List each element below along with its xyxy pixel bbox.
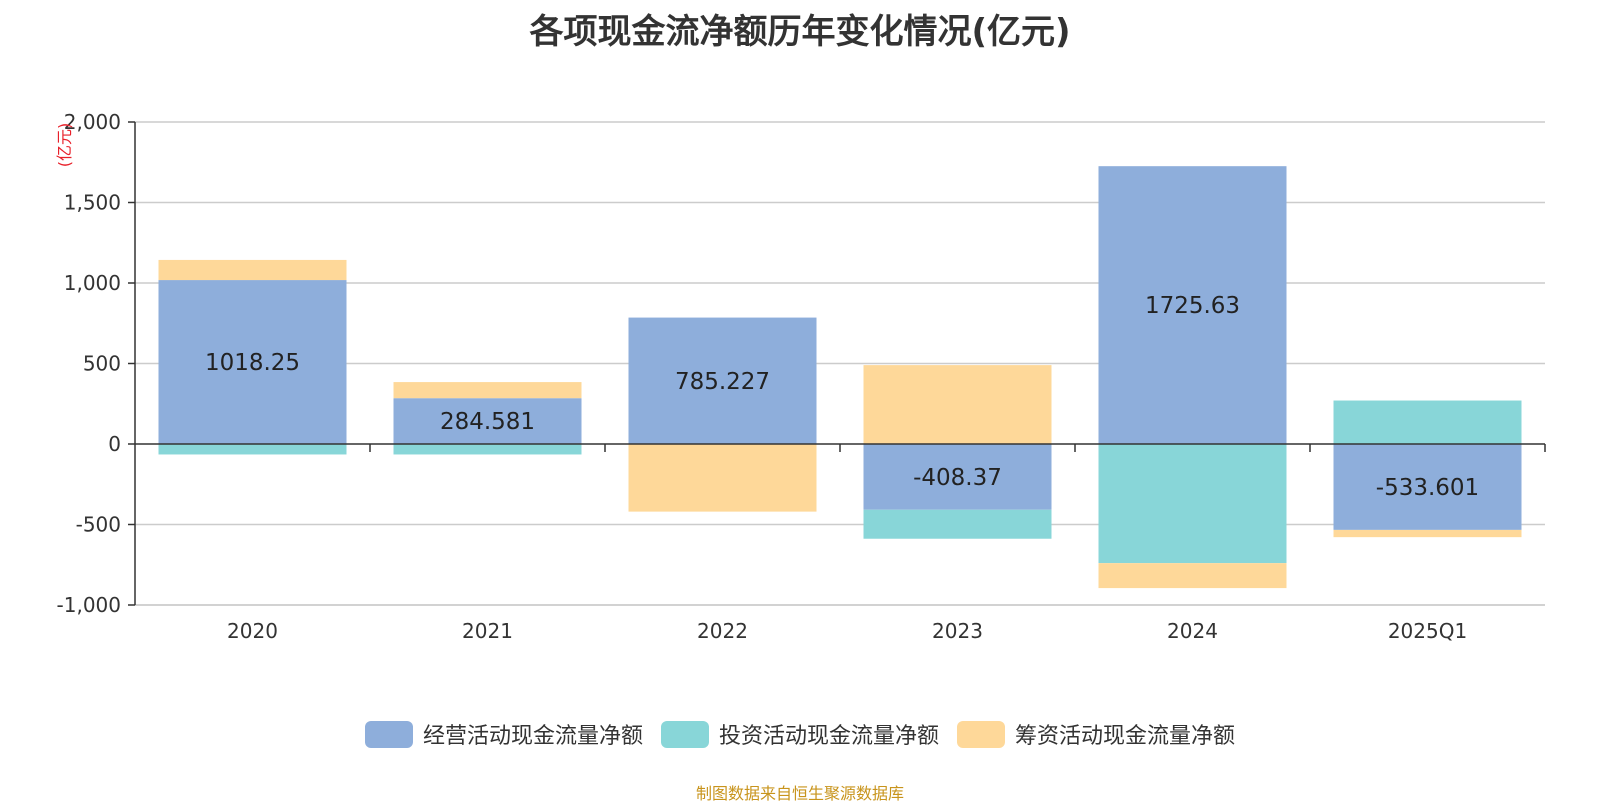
data-label: -408.37 — [913, 465, 1002, 491]
source-note: 制图数据来自恒生聚源数据库 — [695, 784, 904, 803]
data-label: 284.581 — [440, 409, 535, 435]
y-tick-label: 500 — [83, 352, 121, 376]
legend: 经营活动现金流量净额 投资活动现金流量净额 筹资活动现金流量净额 — [0, 718, 1600, 750]
data-label: 785.227 — [675, 369, 770, 395]
legend-swatch-operating — [364, 720, 413, 748]
y-tick-label: -500 — [76, 513, 121, 537]
y-tick-label: 2,000 — [64, 110, 121, 134]
y-tick-label: 1,000 — [64, 271, 121, 295]
bar-segment[interactable] — [393, 398, 582, 444]
legend-swatch-investing — [660, 720, 709, 748]
grid-layer — [135, 121, 1545, 606]
bar-segment[interactable] — [863, 509, 1052, 539]
bar-segment[interactable] — [863, 444, 1052, 510]
legend-label-financing: 筹资活动现金流量净额 — [1015, 724, 1236, 749]
bar-segment[interactable] — [158, 444, 347, 455]
bar-segment[interactable] — [1098, 166, 1287, 444]
x-tick-label: 2020 — [227, 619, 278, 643]
data-label: -533.601 — [1376, 475, 1479, 501]
data-label: 1725.63 — [1145, 293, 1240, 319]
bar-segment[interactable] — [1333, 529, 1522, 538]
bar-segment[interactable] — [628, 317, 817, 444]
y-tick-label: -1,000 — [57, 593, 121, 617]
bar-segment[interactable] — [158, 259, 347, 281]
bar-segment[interactable] — [1333, 444, 1522, 530]
bar-segment[interactable] — [158, 280, 347, 444]
legend-swatch-financing — [957, 720, 1005, 748]
label-layer: 1018.25 284.581 785.227 -408.37 1725.63 -533.… — [205, 293, 1479, 501]
bar-segment[interactable] — [1333, 400, 1522, 444]
x-tick-label: 2021 — [462, 619, 513, 643]
legend-item-investing[interactable]: 投资活动现金流量净额 — [660, 718, 939, 750]
axis-layer: 2,000 1,500 1,000 500 0 -500 -1,000 2020 2021 202… — [57, 110, 1546, 643]
y-tick-label: 0 — [108, 432, 121, 456]
x-tick-label: 2024 — [1167, 619, 1218, 643]
bar-segment[interactable] — [393, 382, 582, 399]
x-tick-label: 2022 — [697, 619, 748, 643]
bar-layer — [158, 166, 1522, 589]
bar-segment[interactable] — [863, 365, 1052, 444]
bar-segment[interactable] — [628, 444, 817, 512]
data-label: 1018.25 — [205, 350, 300, 376]
bar-segment[interactable] — [393, 444, 582, 455]
chart-title: 各项现金流净额历年变化情况(亿元) — [529, 12, 1071, 52]
bar-segment[interactable] — [1098, 563, 1287, 589]
bar-segment[interactable] — [1098, 444, 1287, 564]
legend-label-investing: 投资活动现金流量净额 — [718, 724, 939, 749]
legend-item-operating[interactable]: 经营活动现金流量净额 — [364, 718, 643, 750]
x-tick-label: 2025Q1 — [1388, 619, 1467, 643]
legend-label-operating: 经营活动现金流量净额 — [422, 724, 643, 749]
x-tick-label: 2023 — [932, 619, 983, 643]
y-tick-label: 1,500 — [64, 191, 121, 215]
legend-item-financing[interactable]: 筹资活动现金流量净额 — [957, 718, 1235, 750]
y-axis-unit: (亿元) — [55, 123, 74, 168]
